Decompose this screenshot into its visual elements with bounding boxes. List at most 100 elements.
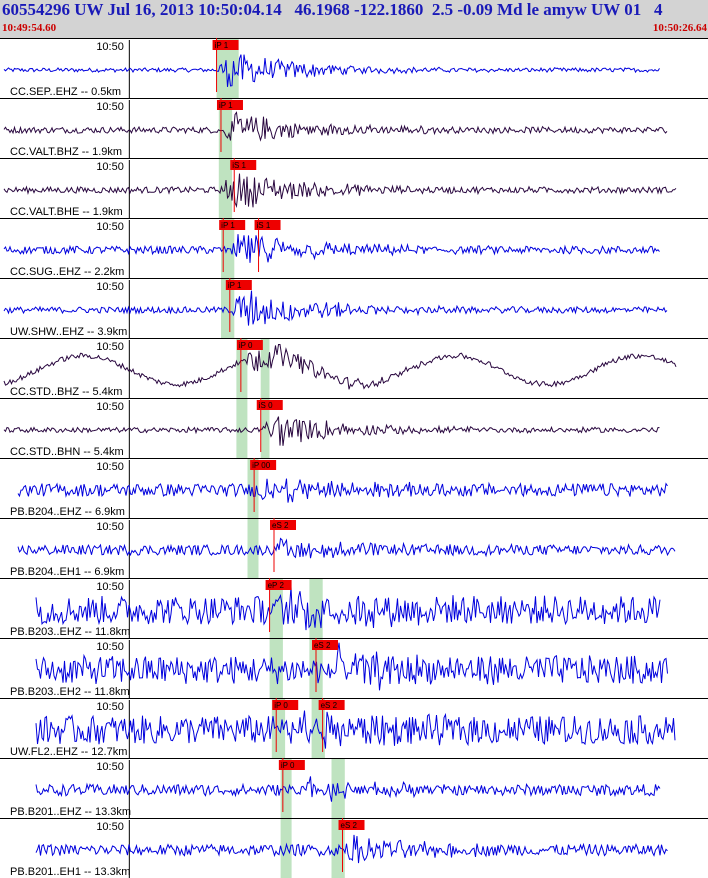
pick-flag[interactable] (318, 700, 345, 710)
pick-label: iS 0 (259, 401, 273, 410)
pick-window (221, 278, 235, 338)
pick-flag[interactable] (225, 280, 252, 290)
waveform-trace (3, 234, 660, 263)
waveform-trace (3, 173, 677, 208)
pick-window (247, 458, 259, 518)
tick-label: 10:50 (96, 581, 124, 593)
channel-label: UW.SHW..EHZ -- 3.9km (10, 326, 127, 338)
channel-label: UW.FL2..EHZ -- 12.7km (10, 746, 127, 758)
pick-flag[interactable] (265, 580, 292, 590)
channel-label: CC.SUG..EHZ -- 2.2km (10, 266, 124, 278)
pick-label: eS 2 (341, 821, 358, 830)
pick-label: eS 2 (314, 641, 331, 650)
pick-label: iP 1 (221, 221, 235, 230)
pick-label: eS 2 (272, 521, 289, 530)
tick-label: 10:50 (96, 461, 124, 473)
pick-window (247, 518, 259, 578)
pick-label: iP 0 (274, 701, 288, 710)
channel-label: PB.B203..EHZ -- 11.8km (10, 626, 130, 638)
pick-window (218, 158, 233, 218)
trace-panel-6[interactable]: 10:50 iS 0 CC.STD..BHN -- 5.4km (0, 398, 708, 458)
pick-label: iP 0 (281, 761, 295, 770)
waveform-trace (17, 478, 668, 503)
trace-panel-10[interactable]: 10:50 eS 2 PB.B203..EH2 -- 11.8km (0, 638, 708, 698)
channel-label: CC.VALT.BHZ -- 1.9km (10, 146, 122, 158)
pick-window (309, 578, 323, 638)
channel-label: CC.STD..BHZ -- 5.4km (10, 386, 122, 398)
tick-label: 10:50 (96, 281, 124, 293)
waveform-trace (35, 586, 661, 631)
pick-label: iP 1 (219, 101, 233, 110)
waveform-trace (3, 416, 660, 446)
waveform-trace (3, 54, 660, 87)
tick-label: 10:50 (96, 821, 124, 833)
tick-label: 10:50 (96, 101, 124, 113)
pick-flag[interactable] (256, 400, 283, 410)
pick-label: iP 1 (215, 41, 229, 50)
pick-window (216, 38, 239, 98)
pick-label: iS 1 (232, 161, 246, 170)
trace-panel-8[interactable]: 10:50 eS 2 PB.B204..EH1 -- 6.9km (0, 518, 708, 578)
pick-label: eP 2 (268, 581, 285, 590)
pick-flag[interactable] (216, 100, 243, 110)
pick-flag[interactable] (311, 640, 338, 650)
event-header: 60554296 UW Jul 16, 2013 10:50:04.14 46.… (0, 0, 708, 38)
trace-panel-13[interactable]: 10:50 eS 2 PB.B201..EH1 -- 13.3km (0, 818, 708, 878)
pick-window (236, 398, 248, 458)
pick-flag[interactable] (338, 820, 365, 830)
channel-label: PB.B204..EHZ -- 6.9km (10, 506, 125, 518)
pick-flag[interactable] (272, 700, 299, 710)
channel-label: CC.SEP..EHZ -- 0.5km (10, 86, 121, 98)
waveform-trace (35, 710, 676, 749)
pick-flag[interactable] (219, 220, 246, 230)
tick-label: 10:50 (96, 41, 124, 53)
pick-flag[interactable] (250, 460, 277, 470)
waveform-trace (3, 111, 668, 142)
waveform-trace (3, 290, 668, 326)
pick-label: iP 0 (239, 341, 253, 350)
tick-label: 10:50 (96, 701, 124, 713)
pick-label: eS 2 (321, 701, 338, 710)
trace-panel-11[interactable]: 10:50 iP 0 eS 2 UW.FL2..EHZ -- 12.7km (0, 698, 708, 758)
trace-panel[interactable]: 10:50 iP 1 CC.SEP..EHZ -- 0.5km 10:50 iP 1 CC… (0, 38, 708, 878)
trace-panel-3[interactable]: 10:50 iP 1 iS 1 CC.SUG..EHZ -- 2.2km (0, 218, 708, 278)
pick-window (236, 338, 248, 398)
trace-panel-12[interactable]: 10:50 iP 0 PB.B201..EHZ -- 13.3km (0, 758, 708, 818)
pick-flag[interactable] (230, 160, 257, 170)
trace-panel-4[interactable]: 10:50 iP 1 UW.SHW..EHZ -- 3.9km (0, 278, 708, 338)
trace-panel-1[interactable]: 10:50 iP 1 CC.VALT.BHZ -- 1.9km (0, 98, 708, 158)
pick-window (260, 338, 270, 398)
channel-label: PB.B201..EHZ -- 13.3km (10, 806, 131, 818)
trace-panel-7[interactable]: 10:50 iP 00 PB.B204..EHZ -- 6.9km (0, 458, 708, 518)
tick-label: 10:50 (96, 401, 124, 413)
channel-label: CC.VALT.BHE -- 1.9km (10, 206, 123, 218)
pick-flag[interactable] (212, 40, 239, 50)
tick-label: 10:50 (96, 761, 124, 773)
event-title: 60554296 UW Jul 16, 2013 10:50:04.14 46.… (2, 0, 663, 19)
pick-window (269, 578, 283, 638)
pick-window (280, 758, 292, 818)
channel-label: CC.STD..BHN -- 5.4km (10, 446, 124, 458)
start-time-label: 10:49:54.60 (2, 22, 57, 34)
waveform-trace (3, 344, 677, 390)
waveform-trace (17, 537, 676, 559)
pick-label: iP 1 (228, 281, 242, 290)
trace-panel-2[interactable]: 10:50 iS 1 CC.VALT.BHE -- 1.9km (0, 158, 708, 218)
waveform-trace (35, 834, 668, 864)
end-time-label: 10:50:26.64 (652, 22, 707, 34)
trace-panel-5[interactable]: 10:50 iP 0 CC.STD..BHZ -- 5.4km (0, 338, 708, 398)
tick-label: 10:50 (96, 161, 124, 173)
pick-flag[interactable] (278, 760, 305, 770)
channel-label: PB.B201..EH1 -- 13.3km (10, 866, 130, 878)
pick-flag[interactable] (254, 220, 281, 230)
channel-label: PB.B204..EH1 -- 6.9km (10, 566, 124, 578)
tick-label: 10:50 (96, 221, 124, 233)
pick-window (269, 638, 283, 698)
pick-flag[interactable] (236, 340, 263, 350)
waveform-trace (35, 776, 661, 802)
tick-label: 10:50 (96, 341, 124, 353)
trace-panel-9[interactable]: 10:50 eP 2 PB.B203..EHZ -- 11.8km (0, 578, 708, 638)
tick-label: 10:50 (96, 641, 124, 653)
pick-flag[interactable] (270, 520, 297, 530)
trace-panel-0[interactable]: 10:50 iP 1 CC.SEP..EHZ -- 0.5km (0, 38, 708, 98)
